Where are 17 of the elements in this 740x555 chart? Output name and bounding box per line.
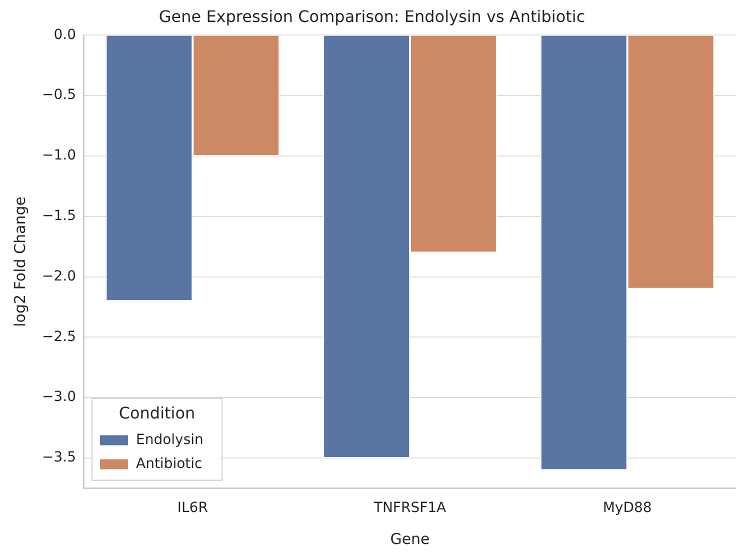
x-tick-label: MyD88 [602,500,652,516]
chart-title: Gene Expression Comparison: Endolysin vs Antibiotic [158,6,586,26]
legend-title: Condition [118,403,196,422]
x-axis-title: Gene [390,530,430,548]
legend-label: Endolysin [136,432,204,448]
y-tick-label: −0.5 [42,87,76,104]
x-tick-label: TNFRSF1A [372,500,447,516]
y-tick-label: −3.5 [42,450,76,466]
legend-label: Antibiotic [136,456,202,472]
y-tick-label: 0.0 [54,26,76,43]
y-tick-label: −1.0 [42,148,76,164]
x-tick-label: IL6R [177,500,208,516]
y-tick-label: −1.5 [42,208,76,224]
y-tick-label: −2.0 [42,268,76,284]
y-tick-label: −2.5 [42,328,76,345]
y-axis-title: log2 Fold Change [10,196,29,327]
y-tick-label: −3.0 [42,389,76,406]
